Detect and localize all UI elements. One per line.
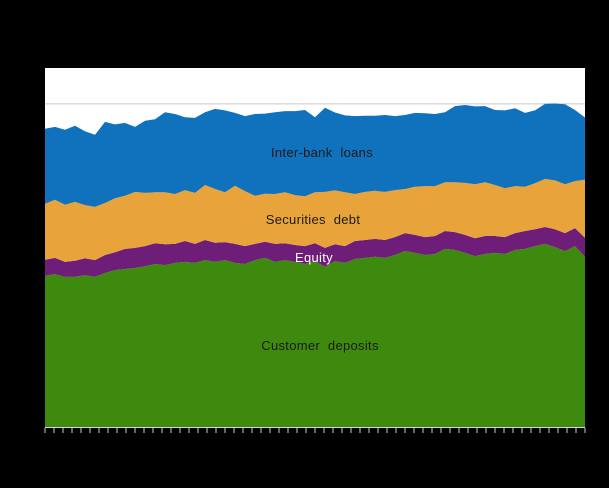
x-axis-ticks [44, 428, 586, 433]
area-inter-bank-loans [45, 103, 585, 207]
area-customer-deposits [45, 243, 585, 427]
area-securities-debt [45, 178, 585, 262]
area-equity [45, 227, 585, 277]
